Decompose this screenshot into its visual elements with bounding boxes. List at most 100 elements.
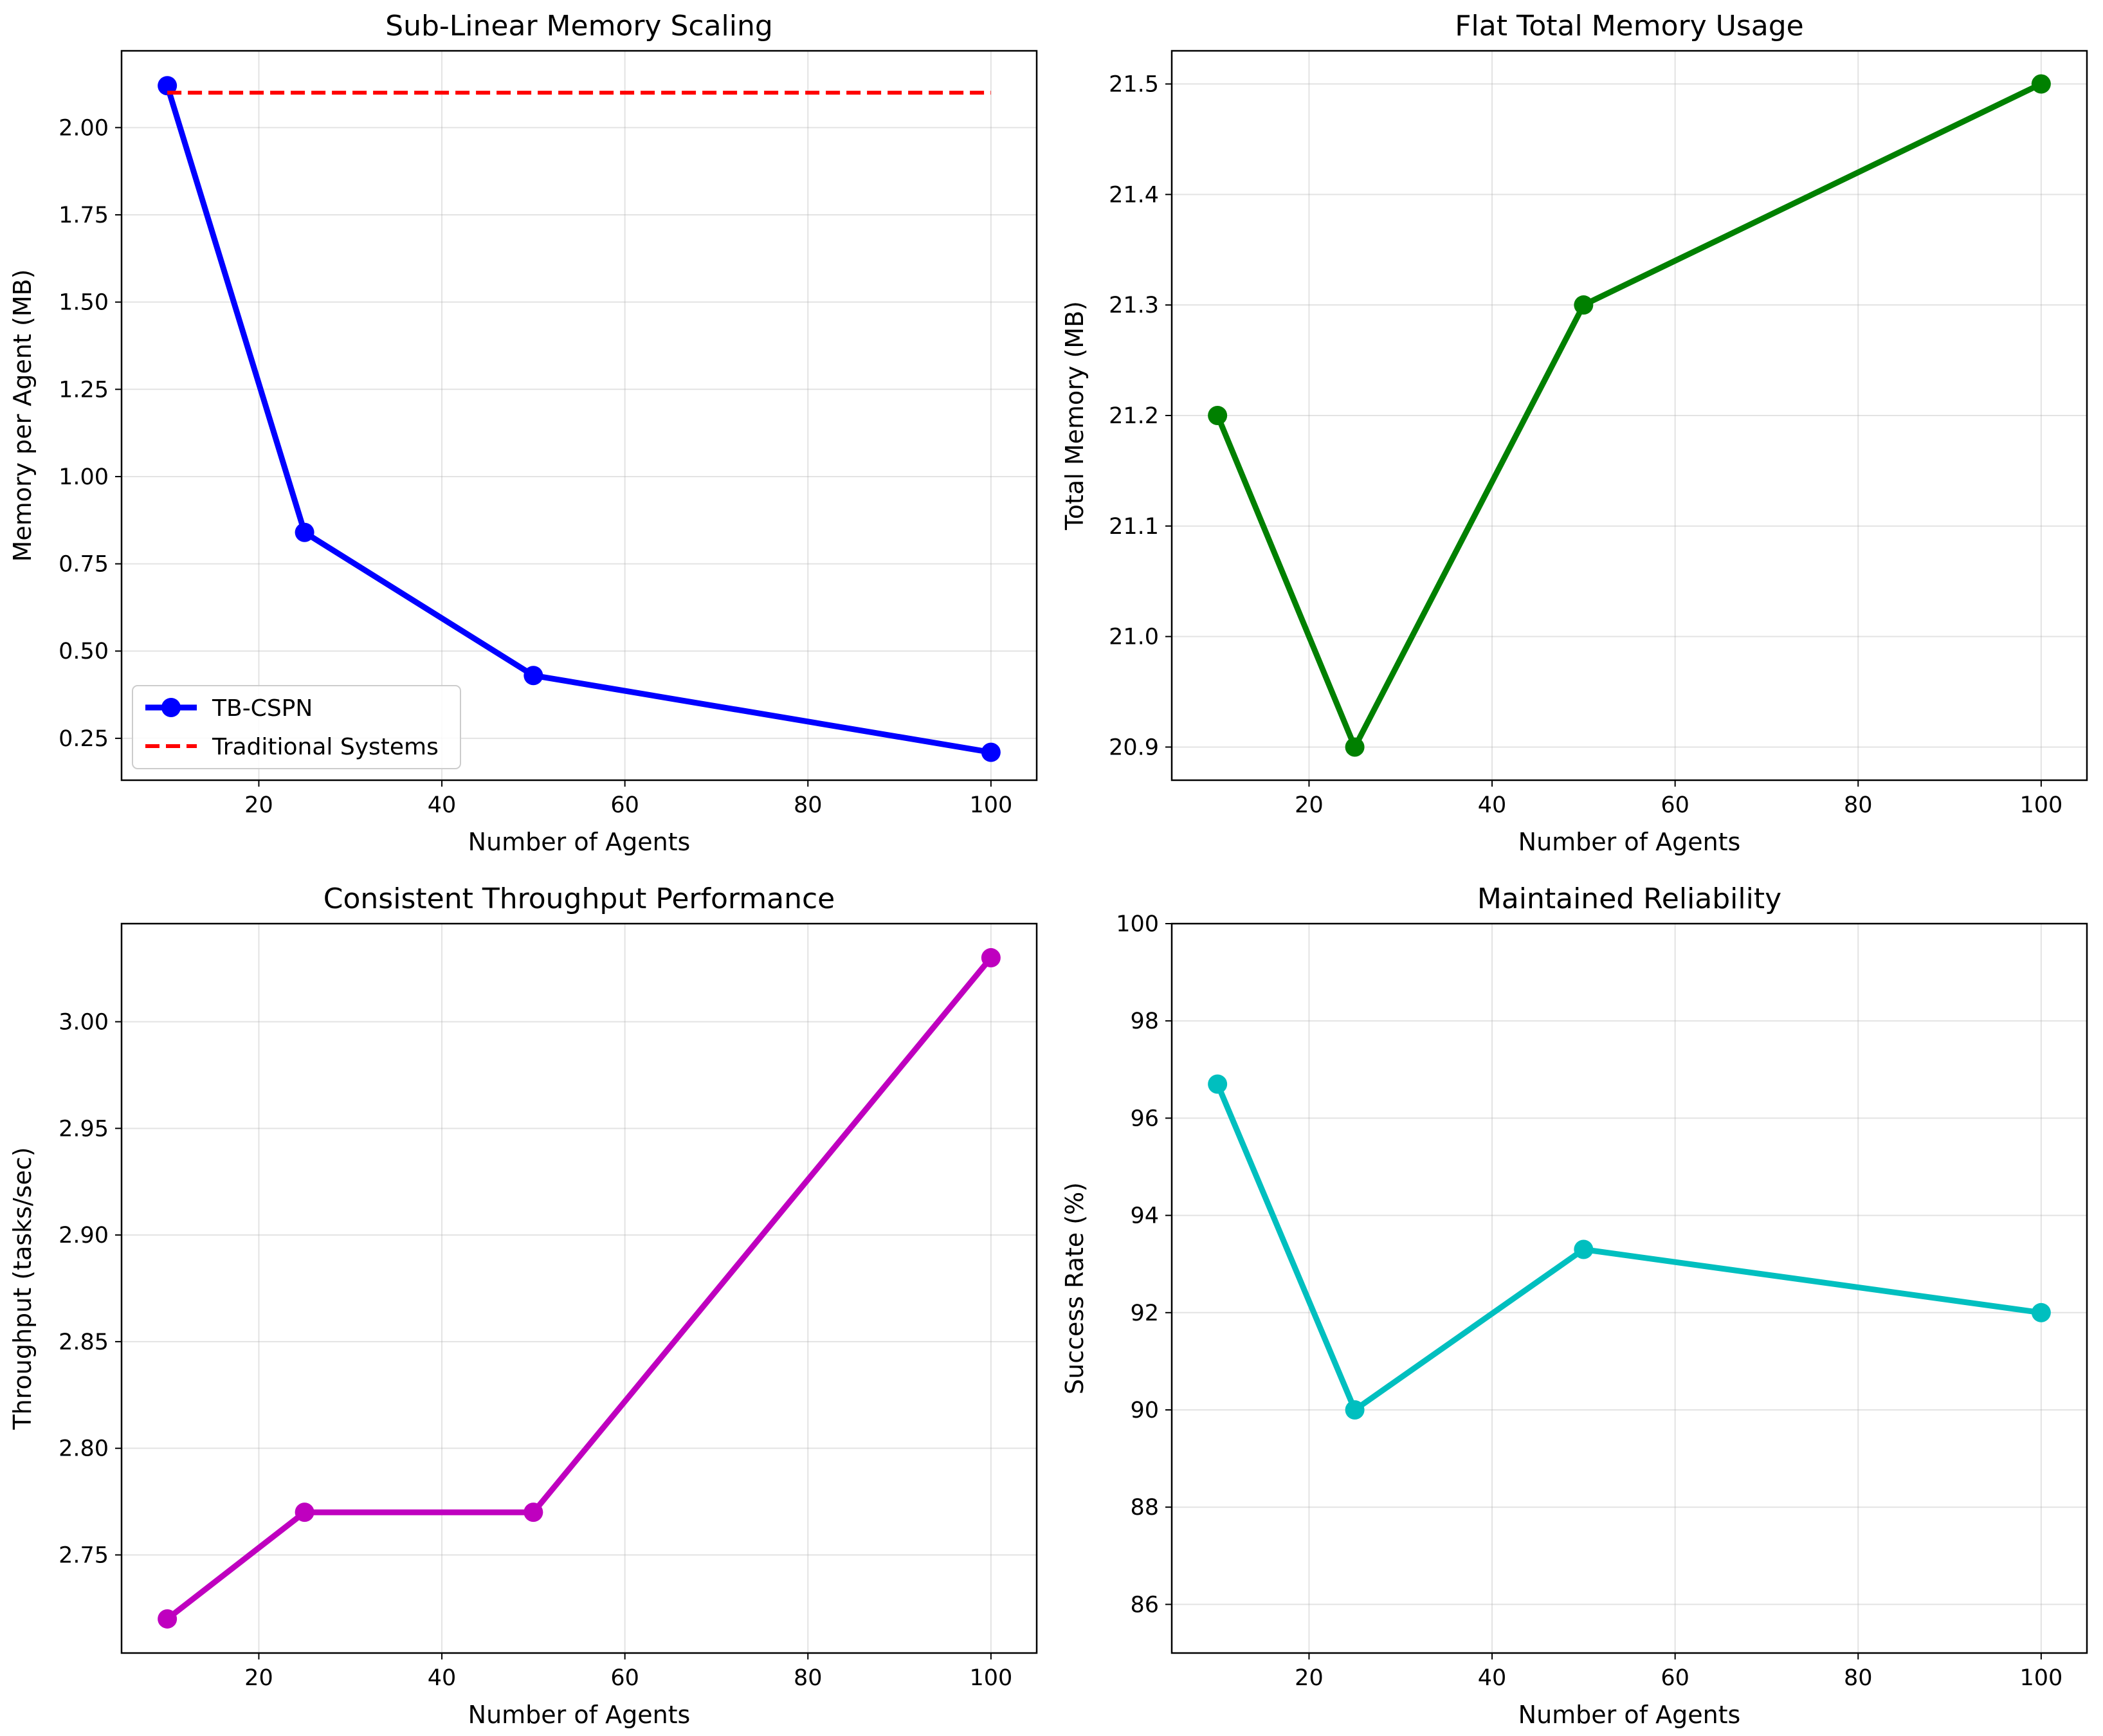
data-point bbox=[1208, 406, 1228, 425]
series-line-success-rate bbox=[1214, 1081, 2044, 1413]
x-axis-label: Number of Agents bbox=[1518, 828, 1741, 856]
legend-label: Traditional Systems bbox=[212, 734, 439, 760]
y-tick-label: 1.75 bbox=[59, 203, 109, 228]
data-point bbox=[2031, 74, 2051, 94]
x-tick-label: 40 bbox=[428, 1665, 457, 1691]
gridlines bbox=[1172, 923, 2087, 1653]
chart-panel-1: 20 40 60 80 100 0.25 0.50 0.75 1.00 1.25 1.50 1.75 2… bbox=[8, 10, 1038, 856]
chart-title: Consistent Throughput Performance bbox=[323, 882, 835, 915]
x-axis-label: Number of Agents bbox=[468, 828, 691, 856]
x-tick-label: 60 bbox=[610, 792, 639, 818]
plot-area bbox=[158, 76, 1001, 762]
y-axis-label: Throughput (tasks/sec) bbox=[8, 1147, 37, 1430]
y-tick-label: 21.5 bbox=[1109, 72, 1159, 98]
x-tick-label: 20 bbox=[1295, 1665, 1324, 1691]
legend: TB-CSPN Traditional Systems bbox=[132, 685, 461, 769]
chart-title: Maintained Reliability bbox=[1477, 882, 1781, 915]
gridlines bbox=[122, 51, 1037, 780]
legend-marker bbox=[161, 698, 181, 717]
x-tick-label: 100 bbox=[969, 792, 1012, 818]
y-tick-label: 94 bbox=[1130, 1203, 1159, 1229]
x-tick-label: 40 bbox=[1478, 1665, 1507, 1691]
y-tick-label: 1.25 bbox=[59, 377, 109, 403]
x-tick-label: 100 bbox=[2019, 1665, 2062, 1691]
chart-panel-3: 20 40 60 80 100 2.75 2.80 2.85 2.90 2.95 3.00 Consi… bbox=[8, 882, 1038, 1729]
legend-box bbox=[132, 685, 461, 769]
data-point bbox=[158, 1609, 178, 1629]
chart-panel-2: 20 40 60 80 100 20.9 21.0 21.1 21.2 21.3 21.4 21.5 F… bbox=[1061, 10, 2088, 856]
y-tick-label: 88 bbox=[1130, 1495, 1159, 1521]
y-tick-label: 21.3 bbox=[1109, 293, 1159, 318]
y-tick-label: 21.0 bbox=[1109, 625, 1159, 650]
x-axis-label: Number of Agents bbox=[1518, 1701, 1741, 1729]
series-line-throughput bbox=[164, 955, 994, 1622]
data-point bbox=[2031, 1302, 2051, 1322]
axes-frame bbox=[1170, 50, 2088, 781]
y-tick-label: 3.00 bbox=[59, 1010, 109, 1036]
data-point bbox=[981, 948, 1001, 968]
y-tick-label: 2.80 bbox=[59, 1436, 109, 1462]
y-tick-label: 2.00 bbox=[59, 115, 109, 141]
series-line-total-memory bbox=[1214, 81, 2044, 750]
data-point bbox=[1345, 1400, 1365, 1420]
chart-title: Flat Total Memory Usage bbox=[1455, 10, 1804, 42]
data-point bbox=[1345, 737, 1365, 757]
data-point bbox=[295, 522, 314, 542]
data-point bbox=[523, 1503, 543, 1522]
y-tick-label: 20.9 bbox=[1109, 735, 1159, 760]
y-tick-label: 100 bbox=[1116, 911, 1159, 937]
y-tick-label: 92 bbox=[1130, 1301, 1159, 1326]
y-tick-label: 21.1 bbox=[1109, 514, 1159, 540]
y-tick-label: 0.50 bbox=[59, 639, 109, 664]
x-tick-label: 100 bbox=[2019, 792, 2062, 818]
x-tick-label: 20 bbox=[1295, 792, 1324, 818]
y-tick-label: 2.95 bbox=[59, 1116, 109, 1142]
data-point bbox=[158, 76, 178, 96]
data-point bbox=[1208, 1074, 1228, 1094]
legend-label: TB-CSPN bbox=[212, 695, 313, 722]
data-point bbox=[981, 742, 1001, 762]
y-tick-label: 0.75 bbox=[59, 552, 109, 578]
x-tick-label: 40 bbox=[428, 792, 457, 818]
y-axis-label: Total Memory (MB) bbox=[1061, 301, 1089, 531]
y-tick-label: 2.90 bbox=[59, 1223, 109, 1248]
axes-frame bbox=[120, 50, 1038, 781]
y-tick-label: 21.2 bbox=[1109, 403, 1159, 429]
y-tick-label: 1.50 bbox=[59, 290, 109, 316]
x-tick-label: 60 bbox=[1661, 792, 1689, 818]
chart-panel-4: 20 40 60 80 100 86 88 90 92 94 96 98 100 Maintained R… bbox=[1061, 882, 2088, 1729]
y-tick-label: 98 bbox=[1130, 1009, 1159, 1034]
y-tick-label: 96 bbox=[1130, 1106, 1159, 1131]
y-tick-label: 86 bbox=[1130, 1592, 1159, 1618]
x-tick-label: 80 bbox=[794, 1665, 823, 1691]
x-tick-label: 60 bbox=[610, 1665, 639, 1691]
data-point bbox=[523, 666, 543, 686]
y-tick-label: 0.25 bbox=[59, 726, 109, 752]
data-point bbox=[295, 1503, 314, 1522]
y-axis-label: Memory per Agent (MB) bbox=[8, 270, 37, 562]
data-point bbox=[1574, 295, 1594, 315]
x-tick-label: 40 bbox=[1478, 792, 1507, 818]
series-line-tb-cspn bbox=[164, 82, 994, 756]
y-tick-label: 21.4 bbox=[1109, 182, 1159, 208]
y-axis-label: Success Rate (%) bbox=[1061, 1182, 1089, 1394]
y-tick-label: 1.00 bbox=[59, 464, 109, 490]
x-tick-label: 20 bbox=[244, 792, 273, 818]
data-point bbox=[1574, 1239, 1594, 1259]
y-tick-label: 90 bbox=[1130, 1398, 1159, 1423]
x-axis-label: Number of Agents bbox=[468, 1701, 691, 1729]
plot-area bbox=[1208, 74, 2051, 757]
x-tick-label: 100 bbox=[969, 1665, 1012, 1691]
chart-title: Sub-Linear Memory Scaling bbox=[385, 10, 773, 42]
gridlines bbox=[122, 924, 1037, 1653]
plot-area bbox=[158, 948, 1001, 1629]
y-tick-label: 2.85 bbox=[59, 1329, 109, 1355]
x-tick-label: 80 bbox=[1844, 1665, 1873, 1691]
axes-frame bbox=[1170, 922, 2088, 1654]
x-tick-label: 80 bbox=[794, 792, 823, 818]
x-tick-label: 60 bbox=[1661, 1665, 1689, 1691]
axes-frame bbox=[120, 922, 1038, 1654]
y-tick-label: 2.75 bbox=[59, 1542, 109, 1568]
gridlines bbox=[1172, 51, 2087, 780]
